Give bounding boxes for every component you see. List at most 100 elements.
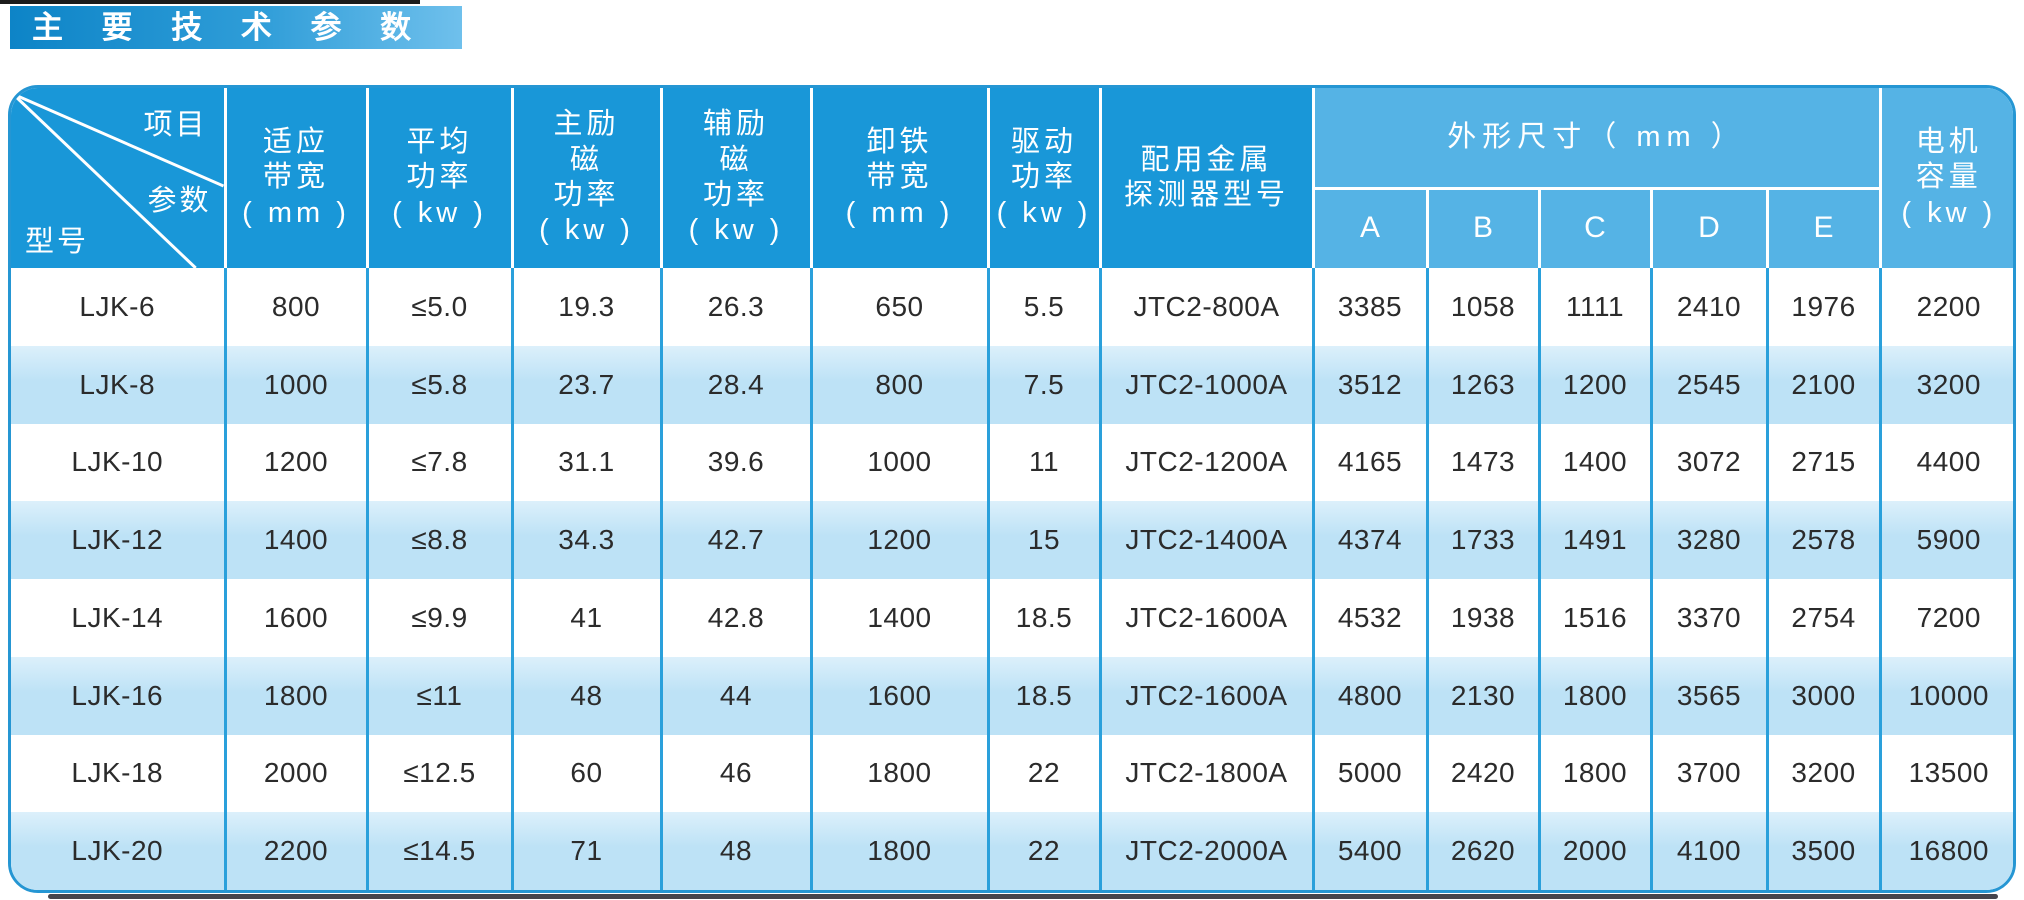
table-cell: 1000 bbox=[811, 423, 990, 502]
table-cell: JTC2-1000A bbox=[1100, 345, 1315, 424]
table-cell: 3385 bbox=[1313, 268, 1429, 346]
table-cell: 1976 bbox=[1767, 268, 1882, 346]
table-cell: 1473 bbox=[1427, 423, 1541, 502]
table-cell: ≤11 bbox=[367, 656, 514, 735]
table-cell: 3565 bbox=[1651, 656, 1769, 735]
table-cell: ≤9.9 bbox=[367, 579, 514, 657]
page-title: 主 要 技 术 参 数 bbox=[10, 6, 462, 49]
table-cell: 2545 bbox=[1651, 345, 1769, 424]
table-cell: 3072 bbox=[1651, 423, 1769, 502]
header-drive-power: 驱动 功率 ( kw ) bbox=[988, 88, 1102, 268]
table-cell: 1800 bbox=[1539, 656, 1653, 735]
table-cell: 1400 bbox=[811, 579, 990, 657]
table-cell: 1600 bbox=[811, 656, 990, 735]
header-dim-b: B bbox=[1427, 188, 1541, 268]
table-cell: 4165 bbox=[1313, 423, 1429, 502]
table-cell: 3512 bbox=[1313, 345, 1429, 424]
table-cell: 2578 bbox=[1767, 501, 1882, 579]
header-motor-capacity: 电机 容量 ( kw ) bbox=[1880, 88, 2013, 268]
table-cell: 31.1 bbox=[512, 423, 663, 502]
bottom-shadow-line bbox=[48, 894, 1998, 899]
diagonal-lines bbox=[11, 92, 222, 268]
table-cell: 18.5 bbox=[988, 656, 1102, 735]
tech-params-table: 项目 参数 型号 适应 带宽 ( mm ) 平均 功率 ( kw ) 主励 磁 … bbox=[8, 85, 2016, 893]
table-cell: 39.6 bbox=[661, 423, 813, 502]
table-row: LJK-12 1400 ≤8.8 34.3 42.7 1200 15 JTC2-1400A 43… bbox=[11, 501, 2013, 579]
model-cell: LJK-10 bbox=[11, 423, 227, 502]
model-cell: LJK-6 bbox=[11, 268, 227, 346]
table-cell: 2620 bbox=[1427, 812, 1541, 890]
table-cell: 2200 bbox=[225, 812, 369, 890]
table-cell: 15 bbox=[988, 501, 1102, 579]
table-cell: 1516 bbox=[1539, 579, 1653, 657]
header-dim-a: A bbox=[1313, 188, 1429, 268]
table-row: LJK-10 1200 ≤7.8 31.1 39.6 1000 11 JTC2-1200A 41… bbox=[11, 423, 2013, 502]
table-cell: 4532 bbox=[1313, 579, 1429, 657]
header-dim-e: E bbox=[1767, 188, 1882, 268]
table-cell: JTC2-1600A bbox=[1100, 579, 1315, 657]
table-cell: 1800 bbox=[811, 734, 990, 813]
table-cell: 18.5 bbox=[988, 579, 1102, 657]
header-main-excitation: 主励 磁 功率 ( kw ) bbox=[512, 88, 663, 268]
table-cell: 1058 bbox=[1427, 268, 1541, 346]
table-cell: 46 bbox=[661, 734, 813, 813]
table-cell: 2420 bbox=[1427, 734, 1541, 813]
table-row: LJK-6 800 ≤5.0 19.3 26.3 650 5.5 JTC2-800A 3385 1… bbox=[11, 268, 2013, 346]
table-cell: 5400 bbox=[1313, 812, 1429, 890]
table-cell: 1200 bbox=[811, 501, 990, 579]
table-cell: ≤7.8 bbox=[367, 423, 514, 502]
table-row: LJK-16 1800 ≤11 48 44 1600 18.5 JTC2-1600A 4800 2… bbox=[11, 656, 2013, 735]
table-cell: 1491 bbox=[1539, 501, 1653, 579]
model-cell: LJK-16 bbox=[11, 656, 227, 735]
table-cell: 60 bbox=[512, 734, 663, 813]
corner-label-param: 参数 bbox=[147, 185, 212, 217]
model-cell: LJK-18 bbox=[11, 734, 227, 813]
top-edge-line bbox=[0, 0, 420, 4]
table-cell: 10000 bbox=[1908, 679, 1989, 711]
table-cell: 1400 bbox=[1539, 423, 1653, 502]
table-cell: 5900 bbox=[1916, 524, 1981, 556]
table-cell: 1263 bbox=[1427, 345, 1541, 424]
table-cell: 7.5 bbox=[988, 345, 1102, 424]
table-cell: 2000 bbox=[225, 734, 369, 813]
table-cell: 2200 bbox=[1916, 290, 1981, 322]
table-cell: ≤5.0 bbox=[367, 268, 514, 346]
table-cell: ≤12.5 bbox=[367, 734, 514, 813]
table-cell: JTC2-800A bbox=[1100, 268, 1315, 346]
table-cell: 11 bbox=[988, 423, 1102, 502]
table-cell: 42.7 bbox=[661, 501, 813, 579]
table-cell: 2410 bbox=[1651, 268, 1769, 346]
table-header: 项目 参数 型号 适应 带宽 ( mm ) 平均 功率 ( kw ) 主励 磁 … bbox=[11, 88, 2013, 268]
table-cell: 800 bbox=[811, 345, 990, 424]
header-dim-c: C bbox=[1539, 188, 1653, 268]
table-cell: 1800 bbox=[1539, 734, 1653, 813]
corner-label-item: 项目 bbox=[143, 109, 208, 141]
table-cell: 28.4 bbox=[661, 345, 813, 424]
table-cell: 4800 bbox=[1313, 656, 1429, 735]
table-cell: JTC2-1600A bbox=[1100, 656, 1315, 735]
table-cell: JTC2-1200A bbox=[1100, 423, 1315, 502]
table-cell: 3500 bbox=[1767, 812, 1882, 890]
table-cell: ≤14.5 bbox=[367, 812, 514, 890]
model-cell: LJK-14 bbox=[11, 579, 227, 657]
table-cell: 1200 bbox=[1539, 345, 1653, 424]
table-row: LJK-20 2200 ≤14.5 71 48 1800 22 JTC2-2000A 5400 2… bbox=[11, 812, 2013, 890]
table-cell: 48 bbox=[512, 656, 663, 735]
table-body: LJK-6 800 ≤5.0 19.3 26.3 650 5.5 JTC2-800A 3385 1… bbox=[11, 268, 2013, 890]
table-cell: JTC2-2000A bbox=[1100, 812, 1315, 890]
table-cell: 48 bbox=[661, 812, 813, 890]
table-cell: 4400 bbox=[1916, 446, 1981, 478]
table-cell: 1200 bbox=[225, 423, 369, 502]
table-cell: 41 bbox=[512, 579, 663, 657]
header-avg-power: 平均 功率 ( kw ) bbox=[367, 88, 514, 268]
table-cell: 19.3 bbox=[512, 268, 663, 346]
table-cell: 22 bbox=[988, 812, 1102, 890]
table-row: LJK-14 1600 ≤9.9 41 42.8 1400 18.5 JTC2-1600A 45… bbox=[11, 579, 2013, 657]
table-cell: 1400 bbox=[225, 501, 369, 579]
header-dim-d: D bbox=[1651, 188, 1769, 268]
table-cell: 2715 bbox=[1767, 423, 1882, 502]
table-row: LJK-8 1000 ≤5.8 23.7 28.4 800 7.5 JTC2-1000A 351… bbox=[11, 345, 2013, 424]
parameters-table: 项目 参数 型号 适应 带宽 ( mm ) 平均 功率 ( kw ) 主励 磁 … bbox=[11, 88, 2013, 890]
model-cell: LJK-20 bbox=[11, 812, 227, 890]
table-cell: 1800 bbox=[225, 656, 369, 735]
